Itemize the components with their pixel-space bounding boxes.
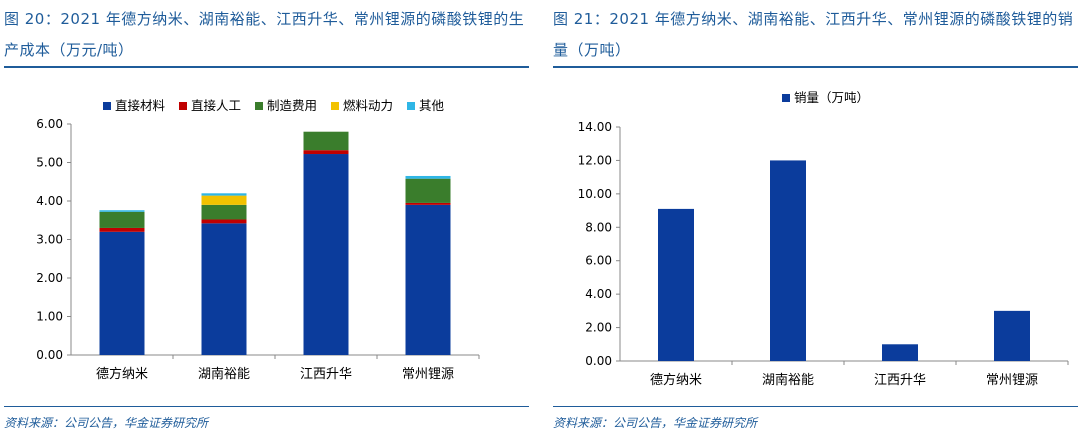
legend-swatch [782,94,790,102]
bar-segment-1 [994,310,1030,361]
figure-21-title: 图 21：2021 年德方纳米、湖南裕能、江西升华、常州锂源的磷酸铁锂的销量（万… [553,10,1074,59]
y-tick-label: 14.00 [578,120,612,134]
figure-20-title: 图 20：2021 年德方纳米、湖南裕能、江西升华、常州锂源的磷酸铁锂的生产成本… [4,10,525,59]
y-tick-label: 4.00 [585,287,612,301]
cost-stacked-bar-chart: 0.00 1.00 2.00 3.00 4.00 5.00 6.00 德方纳米 湖南裕能 江西升华… [36,98,480,382]
y-tick-label: 0.00 [36,348,63,362]
figure-20-source-rule [4,406,529,407]
figure-21-panel: 图 21：2021 年德方纳米、湖南裕能、江西升华、常州锂源的磷酸铁锂的销量（万… [553,0,1078,445]
bar-segment-1 [405,204,451,355]
x-category-label: 德方纳米 [96,366,148,382]
bar-segment-2 [303,150,349,155]
legend-swatch [255,102,263,110]
y-tick-label: 3.00 [36,233,63,247]
bar-segment-3 [303,131,349,151]
bar-segment-2 [405,202,451,205]
figure-21-source: 资料来源：公司公告，华金证券研究所 [553,416,758,430]
y-tick-label: 2.00 [36,271,63,285]
bar-segment-1 [658,208,694,361]
x-category-label: 常州锂源 [986,373,1038,388]
figure-20-source: 资料来源：公司公告，华金证券研究所 [4,416,209,430]
x-category-label: 湖南裕能 [198,366,250,382]
y-tick-label: 2.00 [585,321,612,335]
x-category-label: 江西升华 [874,373,926,388]
y-tick-label: 1.00 [36,310,63,324]
bar-segment-1 [882,344,918,361]
y-tick-label: 12.00 [578,153,612,167]
x-category-label: 湖南裕能 [762,372,814,388]
y-tick-label: 6.00 [36,117,63,131]
figure-20-title-rule [4,66,529,68]
bar-segment-1 [770,160,806,361]
figure-21-source-rule [553,406,1078,407]
legend-label: 销量（万吨） [794,90,869,105]
legend-label: 燃料动力 [343,98,393,113]
x-category-label: 德方纳米 [650,372,702,388]
legend-swatch [331,102,339,110]
bar-segment-4 [201,195,247,205]
legend-swatch [179,102,187,110]
figure-21-title-rule [553,66,1078,68]
bar-segment-5 [405,175,451,179]
y-tick-label: 5.00 [36,156,63,170]
y-tick-label: 6.00 [585,254,612,268]
y-tick-label: 10.00 [578,187,612,201]
figure-20-panel: 图 20：2021 年德方纳米、湖南裕能、江西升华、常州锂源的磷酸铁锂的生产成本… [4,0,529,445]
legend-swatch [103,102,111,110]
legend-label: 制造费用 [267,98,317,113]
bar-segment-5 [99,210,145,212]
legend-label: 直接人工 [191,98,241,113]
x-category-label: 江西升华 [300,367,352,382]
bar-segment-2 [99,227,145,232]
bar-segment-1 [201,223,247,355]
bar-segment-1 [99,231,145,355]
sales-bar-chart: 0.00 2.00 4.00 6.00 8.00 10.00 12.00 14.00 德方纳米 湖… [578,90,1069,388]
bar-segment-3 [99,211,145,228]
y-tick-label: 0.00 [585,354,612,368]
bar-segment-3 [201,204,247,220]
bar-segment-1 [303,154,349,355]
legend-label: 直接材料 [115,98,166,113]
bar-segment-3 [405,178,451,203]
y-tick-label: 8.00 [585,220,612,234]
y-tick-label: 4.00 [36,194,63,208]
legend-swatch [407,102,415,110]
bar-segment-2 [201,219,247,224]
legend-label: 其他 [419,98,445,113]
bar-segment-5 [201,193,247,196]
x-category-label: 常州锂源 [402,367,454,382]
